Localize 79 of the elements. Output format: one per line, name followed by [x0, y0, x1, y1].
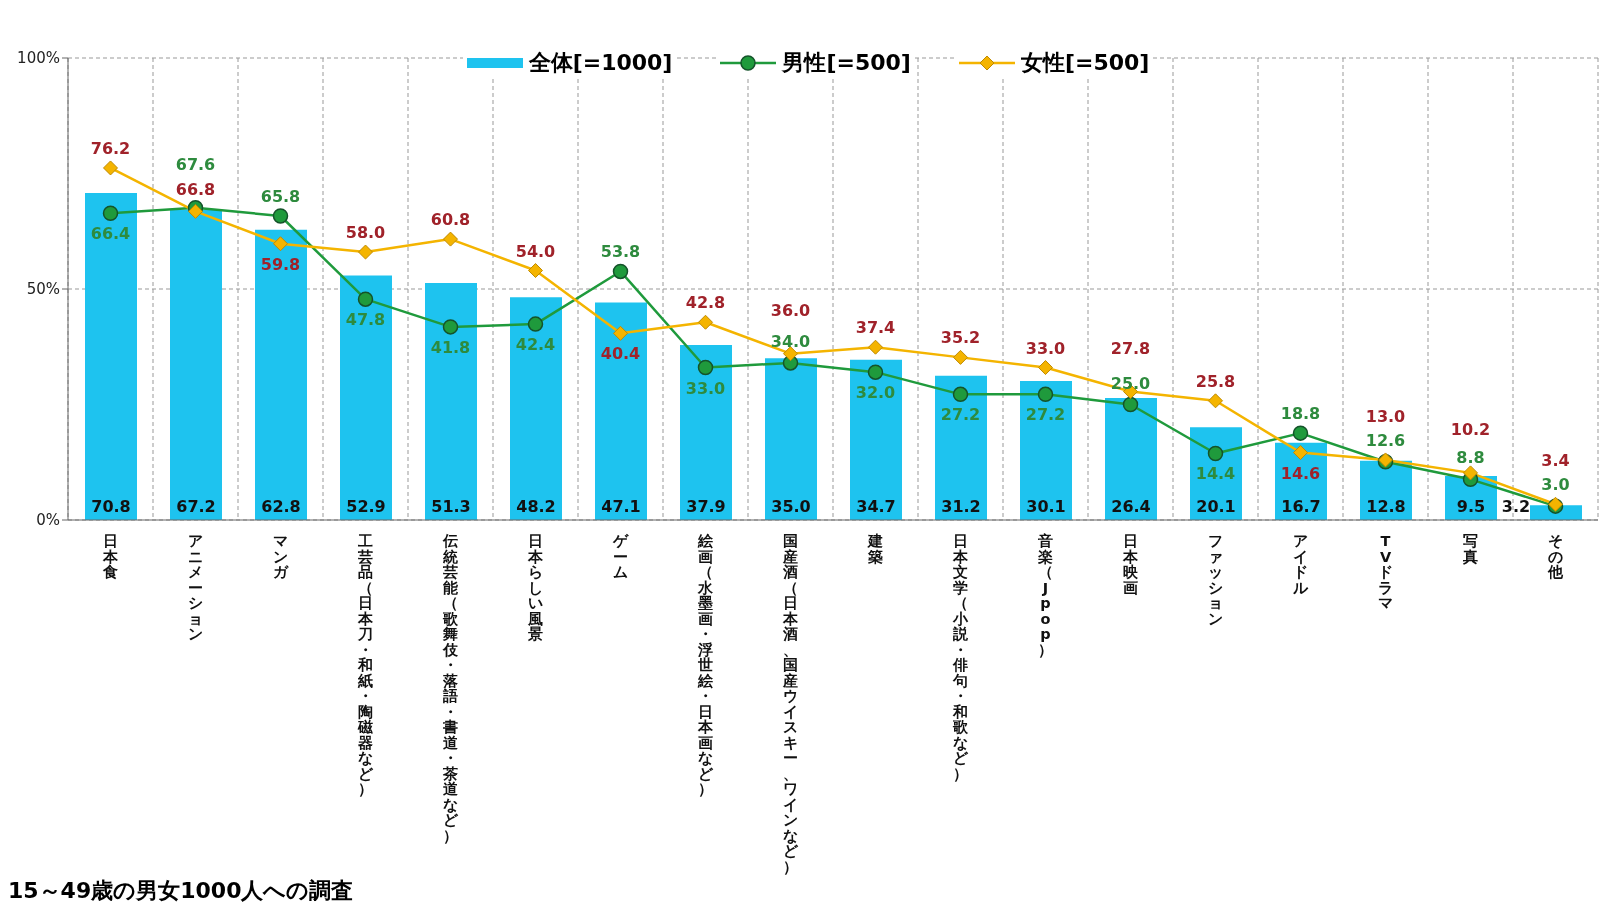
y-tick-label: 0%	[36, 511, 60, 530]
data-label: 36.0	[770, 300, 811, 320]
data-label: 67.6	[175, 154, 216, 174]
data-label: 32.0	[855, 383, 896, 403]
data-label: 9.5	[1456, 497, 1486, 516]
category-label: 工芸品（日本刀・和紙・陶磁器など）	[358, 533, 373, 797]
legend-label: 全体[=1000]	[528, 49, 673, 77]
data-label: 12.8	[1366, 497, 1406, 516]
data-label: 47.1	[601, 497, 641, 516]
data-label: 20.1	[1196, 497, 1236, 516]
data-label: 27.2	[1025, 405, 1066, 425]
legend-label: 女性[=500]	[1020, 49, 1150, 77]
x-tick-label: 写真	[1462, 533, 1478, 565]
x-tick-label: その他	[1547, 533, 1564, 580]
data-label: 3.4	[1541, 451, 1570, 471]
data-label: 42.4	[515, 335, 556, 355]
x-tick-label: 日本食	[102, 533, 119, 580]
data-label: 14.4	[1195, 464, 1236, 484]
y-tick-label: 50%	[26, 280, 60, 299]
x-tick-label: TVドラマ	[1378, 533, 1393, 611]
data-label: 31.2	[941, 497, 981, 516]
data-label: 34.7	[856, 497, 896, 516]
data-label: 51.3	[431, 497, 471, 516]
x-tick-label: 日本らしい風景	[527, 533, 544, 642]
data-label: 14.6	[1280, 463, 1321, 483]
data-label: 27.8	[1110, 338, 1151, 358]
category-label: 日本文学（小説・俳句・和歌など）	[953, 533, 968, 782]
x-tick-label: ゲーム	[612, 533, 629, 580]
data-label: 3.2	[1501, 497, 1531, 516]
data-label: 8.8	[1456, 448, 1485, 468]
data-label: 40.4	[600, 344, 641, 364]
category-label: 伝統芸能（歌舞伎・落語・書道・茶道など）	[443, 533, 458, 844]
data-label: 60.8	[430, 210, 471, 230]
data-label: 13.0	[1365, 406, 1406, 426]
data-label: 26.4	[1111, 497, 1151, 516]
data-label: 66.8	[175, 180, 216, 200]
data-label: 52.9	[346, 497, 386, 516]
x-tick-label: マンガ	[273, 533, 289, 580]
data-label: 12.6	[1365, 430, 1406, 450]
data-label: 25.0	[1110, 373, 1151, 393]
data-label: 47.8	[345, 310, 386, 330]
data-label: 66.4	[90, 224, 131, 244]
data-label: 42.8	[685, 293, 726, 313]
data-label: 37.9	[686, 497, 726, 516]
data-label: 33.0	[1025, 338, 1066, 358]
y-tick-label: 100%	[17, 49, 60, 68]
data-label: 30.1	[1026, 497, 1066, 516]
x-tick-label: 音楽（Jpop）	[1037, 532, 1053, 658]
x-tick-label: アイドル	[1292, 533, 1309, 596]
category-label: 絵画（水墨画・浮世絵・日本画など）	[698, 533, 713, 797]
data-label: 37.4	[855, 318, 896, 338]
data-label: 34.0	[770, 331, 811, 351]
data-label: 3.0	[1541, 475, 1570, 495]
data-label: 53.8	[600, 242, 641, 262]
legend-label: 男性[=500]	[782, 49, 911, 77]
data-label: 16.7	[1281, 497, 1321, 516]
x-tick-label: アニメーション	[188, 533, 203, 642]
data-label: 54.0	[515, 241, 556, 261]
data-label: 33.0	[685, 378, 726, 398]
data-label: 48.2	[516, 497, 556, 516]
text: 15～49歳の男女1000人への調査	[8, 878, 355, 904]
data-label: 67.2	[176, 497, 216, 516]
data-label: 59.8	[260, 254, 301, 274]
x-tick-label: 建築	[867, 533, 883, 565]
data-label: 65.8	[260, 187, 301, 206]
data-label: 10.2	[1450, 419, 1491, 439]
x-tick-label: 日本映画	[1122, 533, 1139, 596]
data-label: 35.0	[771, 497, 811, 516]
data-label: 62.8	[261, 497, 301, 516]
category-label: 国産酒（日本酒、国産ウイスキー、ワインなど）	[783, 533, 798, 875]
data-label: 41.8	[430, 337, 471, 357]
data-label: 35.2	[940, 328, 981, 348]
data-label: 58.0	[345, 223, 386, 243]
data-label: 25.8	[1195, 371, 1236, 391]
data-label: 27.2	[940, 405, 981, 425]
data-label: 18.8	[1280, 404, 1321, 424]
data-label: 76.2	[90, 138, 131, 158]
data-label: 70.8	[91, 497, 131, 516]
x-tick-label: ファッション	[1208, 533, 1223, 627]
